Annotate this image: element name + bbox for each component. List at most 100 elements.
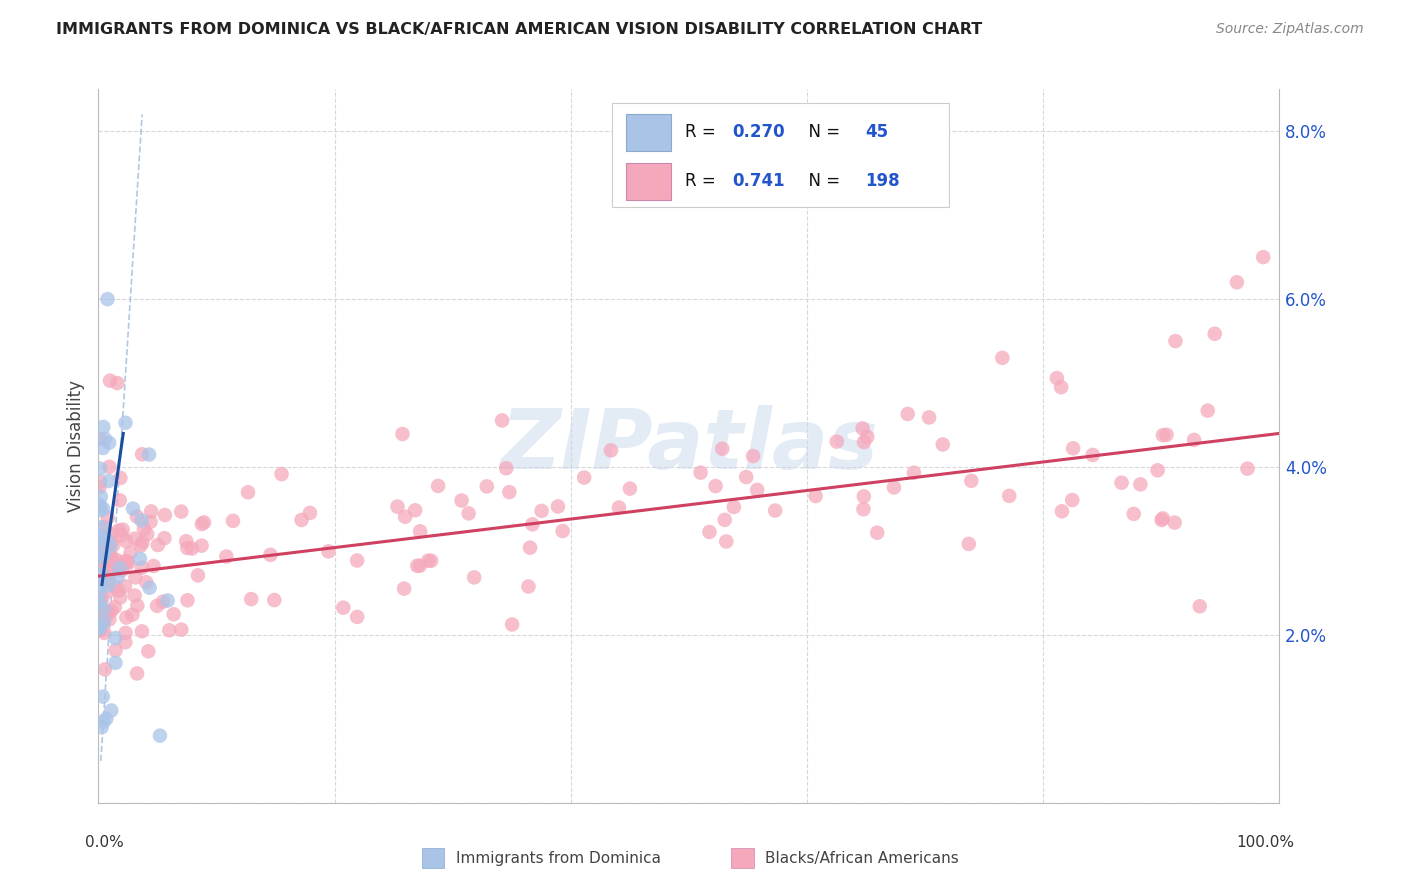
Point (852, 489, 875, 503)
Point (391, 427, 413, 442)
Point (89, 601, 111, 615)
Point (124, 570, 146, 584)
Point (136, 527, 159, 541)
Point (475, 479, 498, 493)
Point (93, 520, 115, 534)
Point (187, 568, 209, 582)
Point (1182, 433, 1205, 447)
Point (852, 502, 875, 516)
Point (97, 606, 120, 620)
Point (139, 515, 162, 529)
Point (711, 442, 734, 456)
Point (104, 631, 127, 645)
Point (318, 544, 340, 558)
Point (107, 583, 129, 598)
Text: Blacks/African Americans: Blacks/African Americans (765, 851, 959, 865)
Point (90, 542, 112, 557)
Point (131, 535, 153, 549)
Point (856, 430, 879, 444)
Point (501, 617, 523, 632)
Point (270, 467, 292, 482)
Point (100, 534, 122, 549)
Point (1163, 516, 1185, 530)
Point (176, 593, 198, 607)
Point (90, 529, 112, 543)
Point (1062, 442, 1084, 456)
Text: R =: R = (685, 123, 721, 142)
Point (852, 435, 875, 450)
Point (131, 513, 153, 527)
Point (918, 410, 941, 425)
Point (89, 620, 111, 634)
Point (117, 556, 139, 570)
Point (138, 448, 160, 462)
Point (89, 623, 111, 637)
Point (91, 501, 114, 516)
Point (138, 581, 160, 595)
Point (89, 534, 111, 549)
Point (87, 534, 110, 549)
Point (176, 541, 198, 555)
Point (146, 599, 169, 613)
Point (101, 550, 124, 565)
FancyBboxPatch shape (626, 114, 671, 151)
Point (108, 561, 131, 575)
Point (90, 593, 112, 607)
Point (1122, 507, 1144, 521)
Point (747, 483, 769, 497)
Point (763, 503, 786, 517)
Point (90, 573, 112, 587)
Point (222, 514, 245, 528)
Text: N =: N = (797, 172, 845, 190)
Point (93, 547, 115, 561)
Point (100, 604, 122, 618)
Point (825, 434, 848, 449)
Point (491, 413, 513, 427)
Point (96, 559, 118, 574)
Point (149, 729, 172, 743)
Point (146, 538, 169, 552)
Point (427, 479, 450, 493)
Point (132, 522, 155, 536)
Point (105, 553, 128, 567)
Point (463, 570, 485, 584)
Point (93, 605, 115, 619)
Point (96, 712, 118, 726)
Point (1050, 380, 1073, 394)
Point (193, 516, 215, 530)
Point (713, 513, 735, 527)
Point (115, 610, 138, 624)
Point (998, 489, 1021, 503)
Point (105, 376, 128, 390)
Point (866, 525, 889, 540)
Point (129, 551, 152, 566)
Point (114, 554, 136, 568)
Point (129, 539, 152, 553)
Point (418, 554, 440, 568)
Point (98, 539, 121, 553)
Point (1062, 493, 1084, 508)
Point (897, 407, 920, 421)
Point (215, 549, 238, 564)
Point (105, 570, 128, 584)
Point (111, 523, 134, 537)
Point (90, 490, 112, 504)
Point (90, 720, 112, 734)
Point (94, 609, 117, 624)
Point (1197, 403, 1219, 417)
Point (1046, 371, 1069, 385)
Point (1152, 428, 1174, 442)
Point (1204, 326, 1226, 341)
Point (125, 666, 148, 681)
Point (332, 600, 354, 615)
Point (170, 623, 193, 637)
Point (90, 623, 112, 637)
Point (387, 500, 409, 514)
Point (98, 544, 121, 558)
Point (346, 610, 368, 624)
Point (404, 503, 426, 517)
Point (104, 600, 127, 615)
Point (96, 292, 118, 306)
Point (619, 482, 641, 496)
Point (111, 563, 134, 577)
